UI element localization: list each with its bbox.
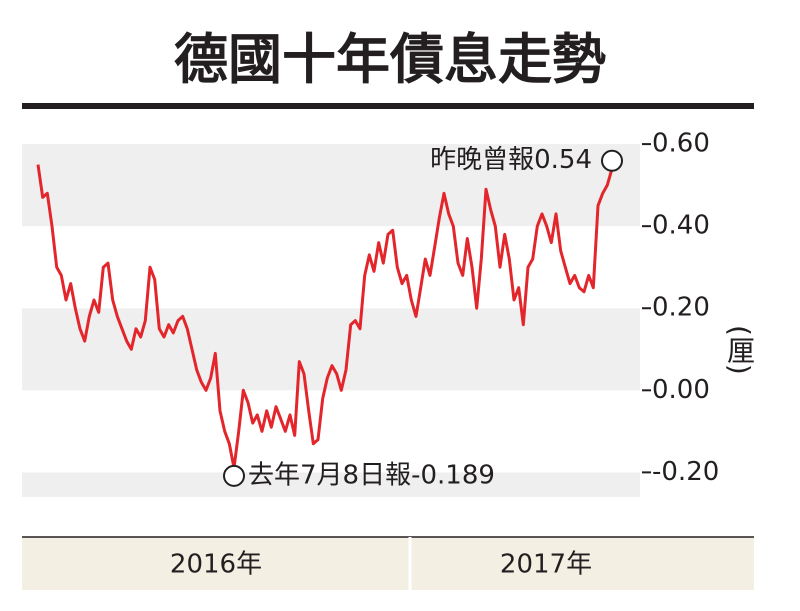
line	[36, 164, 614, 470]
x-label: 2016年	[170, 550, 262, 580]
y-tick-label: 0.20	[652, 293, 710, 323]
annotation: 去年7月8日報-0.189	[248, 460, 495, 490]
y-tick-label: -0.20	[652, 457, 719, 487]
annotation-marker	[223, 464, 245, 487]
chart-title: 德國十年債息走勢	[174, 27, 606, 91]
y-tick-label: 0.00	[652, 375, 710, 405]
band	[22, 472, 640, 497]
x-band	[22, 537, 754, 590]
annotation-marker	[601, 149, 623, 172]
band	[22, 308, 640, 391]
band	[22, 390, 640, 473]
band	[22, 144, 640, 227]
bands	[22, 144, 640, 497]
band	[22, 226, 640, 309]
y-tick-label: 0.40	[652, 211, 710, 241]
annotation: 昨晚曾報0.54	[430, 145, 592, 175]
x-label: 2017年	[500, 550, 592, 580]
y-axis-label: (厘)	[723, 325, 756, 375]
y-tick-label: 0.60	[652, 129, 710, 159]
title-rule	[22, 103, 754, 109]
